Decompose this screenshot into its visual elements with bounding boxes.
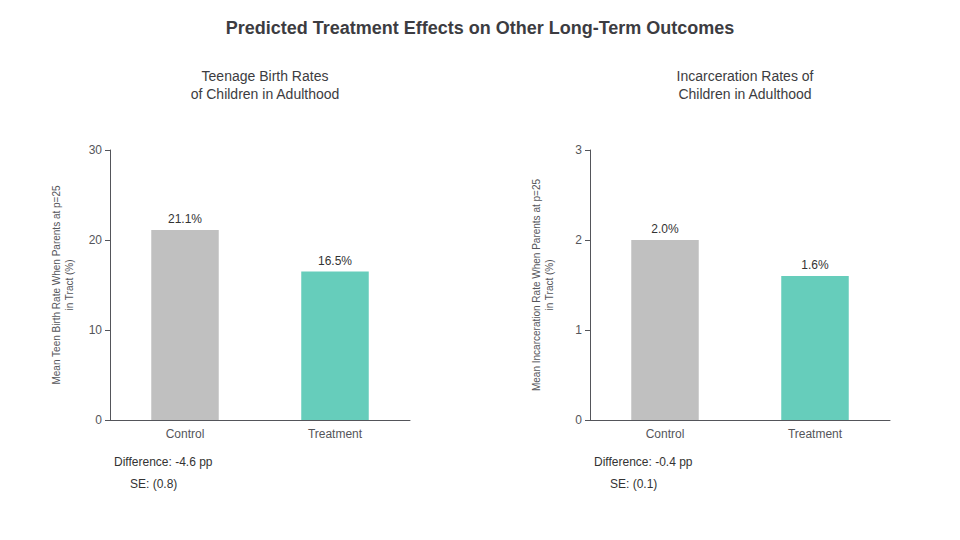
svg-text:2: 2 [575,233,582,247]
svg-text:Predicted Treatment Effects on: Predicted Treatment Effects on Other Lon… [226,18,735,38]
svg-text:1: 1 [575,323,582,337]
svg-text:Difference: -4.6 pp: Difference: -4.6 pp [114,455,213,469]
svg-text:in Tract (%): in Tract (%) [64,259,75,310]
svg-text:Teenage Birth Rates: Teenage Birth Rates [202,68,329,84]
svg-text:Children in Adulthood: Children in Adulthood [678,86,811,102]
svg-text:Treatment: Treatment [308,427,363,441]
svg-text:0: 0 [575,413,582,427]
svg-text:20: 20 [89,233,103,247]
svg-text:1.6%: 1.6% [801,258,829,272]
svg-text:SE: (0.8): SE: (0.8) [130,477,177,491]
svg-text:SE: (0.1): SE: (0.1) [610,477,657,491]
svg-text:0: 0 [95,413,102,427]
svg-text:10: 10 [89,323,103,337]
svg-text:2.0%: 2.0% [651,222,679,236]
svg-text:Incarceration Rates of: Incarceration Rates of [677,68,814,84]
svg-text:30: 30 [89,143,103,157]
svg-text:16.5%: 16.5% [318,254,352,268]
svg-text:Treatment: Treatment [788,427,843,441]
svg-text:Mean Teen Birth Rate When Pare: Mean Teen Birth Rate When Parents at p=2… [51,185,62,385]
svg-text:21.1%: 21.1% [168,212,202,226]
svg-text:Control: Control [166,427,205,441]
svg-text:in Tract (%): in Tract (%) [544,259,555,310]
svg-text:Control: Control [646,427,685,441]
svg-text:Difference: -0.4 pp: Difference: -0.4 pp [594,455,693,469]
svg-text:3: 3 [575,143,582,157]
svg-text:of Children in Adulthood: of Children in Adulthood [191,86,340,102]
svg-text:Mean Incarceration Rate When P: Mean Incarceration Rate When Parents at … [531,179,542,392]
